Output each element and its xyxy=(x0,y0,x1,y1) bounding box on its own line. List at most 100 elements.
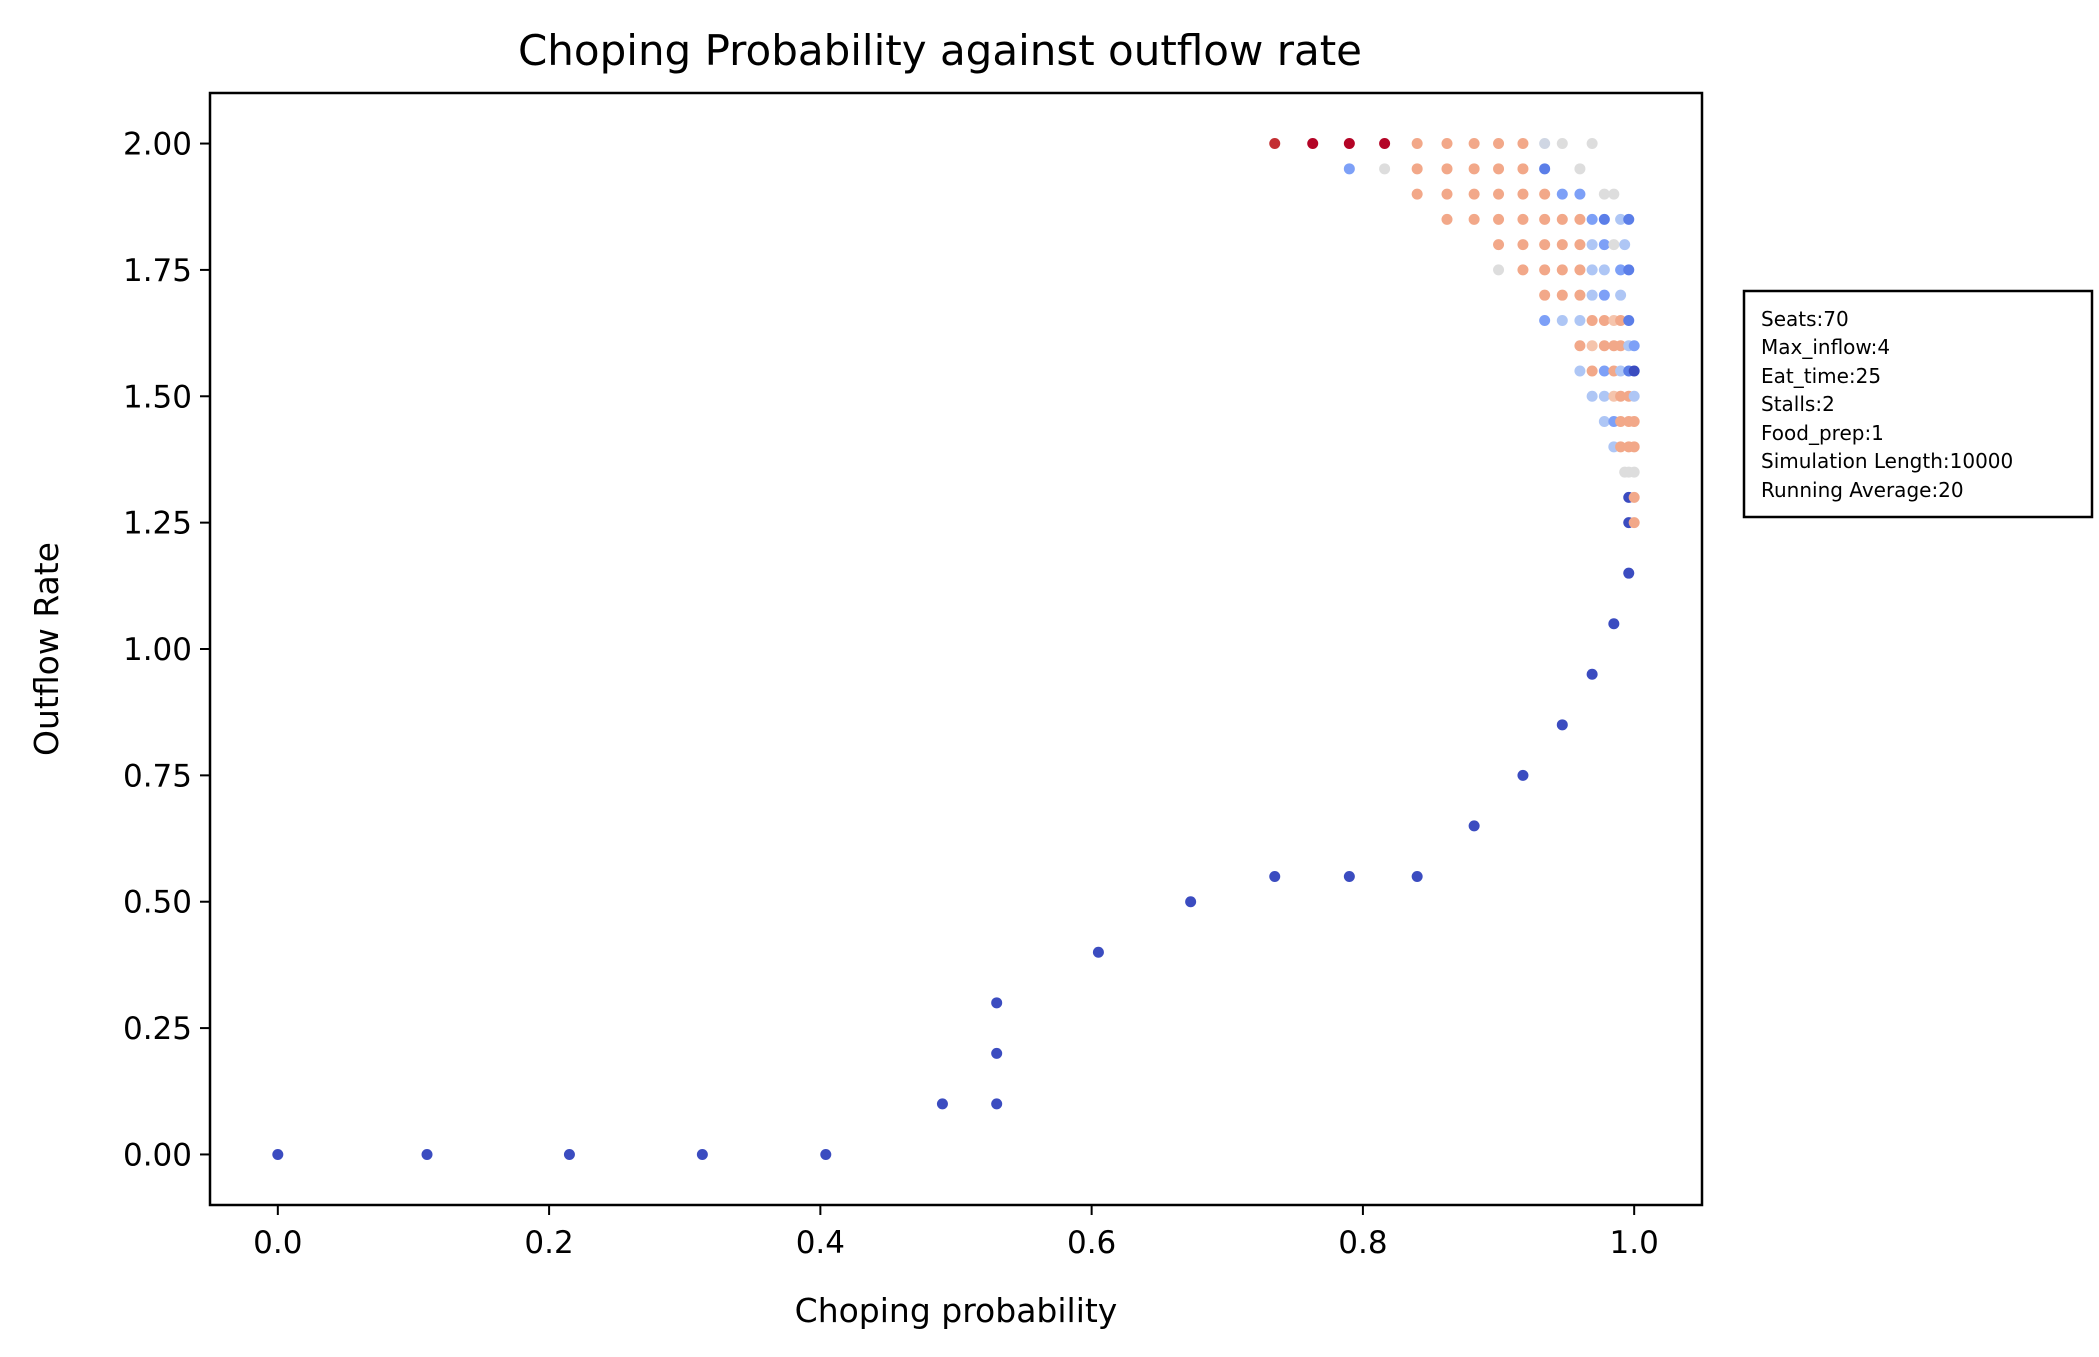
scatter-point xyxy=(1468,820,1480,832)
scatter-point xyxy=(991,1098,1003,1110)
scatter-point xyxy=(1586,365,1598,377)
x-tick-label: 0.6 xyxy=(1067,1225,1116,1261)
scatter-point xyxy=(1493,239,1505,251)
scatter-point xyxy=(1598,365,1610,377)
scatter-point xyxy=(1185,896,1197,908)
scatter-point xyxy=(1628,466,1640,478)
x-tick-label: 0.2 xyxy=(524,1225,573,1261)
info-line-simulation-length: Simulation Length:10000 xyxy=(1761,449,2013,473)
x-axis-label: Choping probability xyxy=(795,1291,1118,1330)
scatter-point xyxy=(1379,163,1391,175)
scatter-point xyxy=(1615,340,1627,352)
scatter-point xyxy=(1411,138,1423,150)
scatter-point xyxy=(1092,946,1104,958)
scatter-point xyxy=(1468,163,1480,175)
scatter-point xyxy=(1441,138,1453,150)
info-line-eat-time: Eat_time:25 xyxy=(1761,364,1881,388)
scatter-point xyxy=(1574,340,1586,352)
scatter-point xyxy=(1556,213,1568,225)
scatter-point xyxy=(1586,314,1598,326)
scatter-point xyxy=(1539,188,1551,200)
scatter-point xyxy=(1411,870,1423,882)
scatter-point xyxy=(1574,365,1586,377)
y-tick-label: 1.50 xyxy=(123,379,192,415)
scatter-point xyxy=(1556,289,1568,301)
scatter-point xyxy=(1493,138,1505,150)
scatter-point xyxy=(1441,163,1453,175)
scatter-point xyxy=(1517,239,1529,251)
scatter-point xyxy=(1269,138,1281,150)
y-tick-label: 1.00 xyxy=(123,632,192,668)
scatter-point xyxy=(1539,289,1551,301)
scatter-point xyxy=(1615,213,1627,225)
scatter-point xyxy=(1586,340,1598,352)
scatter-point xyxy=(1574,163,1586,175)
scatter-point xyxy=(1623,567,1635,579)
info-line-food-prep: Food_prep:1 xyxy=(1761,421,1884,445)
scatter-point xyxy=(1539,264,1551,276)
info-box: Seats:70 Max_inflow:4 Eat_time:25 Stalls… xyxy=(1742,289,2094,519)
scatter-point xyxy=(1628,365,1640,377)
scatter-point xyxy=(1517,213,1529,225)
scatter-point xyxy=(1628,491,1640,503)
scatter-point xyxy=(1586,668,1598,680)
scatter-point xyxy=(1539,239,1551,251)
scatter-point xyxy=(1598,289,1610,301)
scatter-point xyxy=(1615,314,1627,326)
info-line-running-average: Running Average:20 xyxy=(1761,478,1964,502)
scatter-point xyxy=(1493,163,1505,175)
scatter-point xyxy=(421,1148,433,1160)
y-tick-label: 0.25 xyxy=(123,1011,192,1047)
scatter-point xyxy=(1598,416,1610,428)
scatter-point xyxy=(1441,213,1453,225)
scatter-point xyxy=(1574,239,1586,251)
scatter-point xyxy=(1598,390,1610,402)
scatter-point xyxy=(1598,314,1610,326)
scatter-point xyxy=(1615,416,1627,428)
scatter-point xyxy=(1539,213,1551,225)
scatter-point xyxy=(1586,239,1598,251)
x-tick-label: 0.4 xyxy=(796,1225,845,1261)
scatter-point xyxy=(1539,314,1551,326)
scatter-point xyxy=(1628,441,1640,453)
scatter-point xyxy=(1517,138,1529,150)
y-tick-label: 2.00 xyxy=(123,127,192,163)
scatter-point xyxy=(1619,239,1631,251)
x-axis-ticks: 0.0 0.2 0.4 0.6 0.8 1.0 xyxy=(253,1205,1659,1261)
scatter-point xyxy=(1623,213,1635,225)
x-tick-label: 0.8 xyxy=(1338,1225,1387,1261)
y-tick-label: 1.25 xyxy=(123,506,192,542)
scatter-point xyxy=(1628,390,1640,402)
y-axis-ticks: 0.00 0.25 0.50 0.75 1.00 1.25 1.50 1.75 2.00 xyxy=(123,127,210,1173)
plot-frame xyxy=(208,91,1704,1207)
scatter-point xyxy=(1556,138,1568,150)
scatter-point xyxy=(696,1148,708,1160)
scatter-point xyxy=(1608,239,1620,251)
scatter-point xyxy=(1628,517,1640,529)
scatter-point xyxy=(991,997,1003,1009)
scatter-point xyxy=(1598,188,1610,200)
scatter-point xyxy=(1539,138,1551,150)
scatter-point xyxy=(936,1098,948,1110)
chart-title: Choping Probability against outflow rate xyxy=(518,26,1362,75)
scatter-point xyxy=(1411,163,1423,175)
scatter-point xyxy=(1493,188,1505,200)
scatter-point xyxy=(1269,870,1281,882)
scatter-point xyxy=(1493,264,1505,276)
x-tick-label: 0.0 xyxy=(253,1225,302,1261)
scatter-point xyxy=(1586,390,1598,402)
info-line-stalls: Stalls:2 xyxy=(1761,392,1835,416)
scatter-point xyxy=(1628,416,1640,428)
scatter-point xyxy=(1343,163,1355,175)
scatter-point xyxy=(1586,289,1598,301)
scatter-point xyxy=(1556,188,1568,200)
scatter-point xyxy=(1517,188,1529,200)
scatter-point xyxy=(1517,163,1529,175)
scatter-point xyxy=(1468,138,1480,150)
scatter-point xyxy=(1615,289,1627,301)
scatter-point xyxy=(1598,340,1610,352)
x-tick-label: 1.0 xyxy=(1610,1225,1659,1261)
scatter-point xyxy=(1623,314,1635,326)
